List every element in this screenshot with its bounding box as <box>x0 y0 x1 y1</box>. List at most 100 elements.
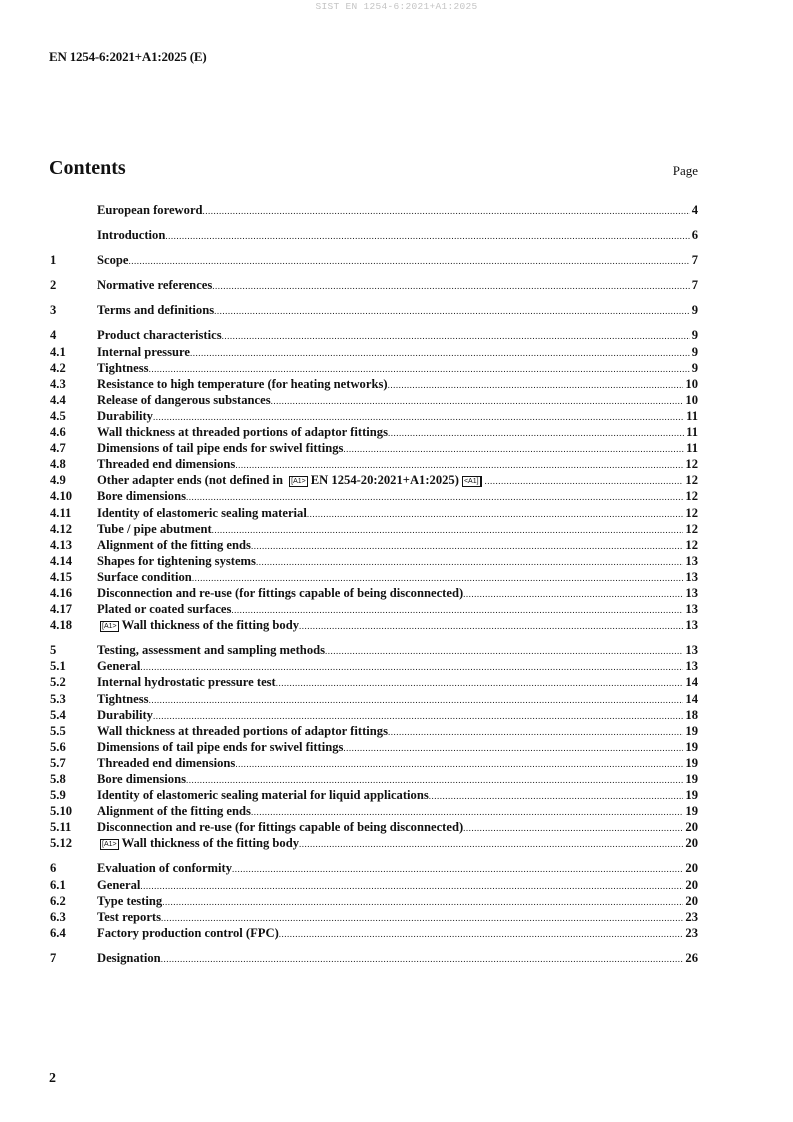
toc-entry[interactable]: 5.5 Wall thickness at threaded portions o… <box>50 723 698 739</box>
toc-entry-title: Disconnection and re-use (for fittings c… <box>97 819 463 835</box>
toc-entry-page: 18 <box>685 707 698 722</box>
toc-entry[interactable]: 1 Scope 7 <box>50 252 698 268</box>
toc-entry-number: 6.1 <box>50 877 66 892</box>
dot-leader <box>279 926 684 942</box>
toc-entry[interactable]: 4.6 Wall thickness at threaded portions o… <box>50 424 698 440</box>
toc-entry[interactable]: 4.3 Resistance to high temperature (for h… <box>50 376 698 392</box>
toc-entry[interactable]: Introduction 6 <box>50 227 698 243</box>
toc-entry[interactable]: 4.14 Shapes for tightening systems 13 <box>50 553 698 569</box>
toc-entry-title-text: Tightness <box>97 691 149 706</box>
toc-entry-page: 23 <box>685 909 698 924</box>
dot-leader <box>186 772 683 788</box>
toc-entry-number: 4.9 <box>50 473 66 488</box>
toc-entry-number: 4.14 <box>50 553 73 568</box>
toc-entry[interactable]: 6 Evaluation of conformity 20 <box>50 860 698 876</box>
toc-entry-title: Identity of elastomeric sealing material… <box>97 787 429 803</box>
toc-entry-title-text: Test reports <box>97 909 162 924</box>
toc-entry[interactable]: 5.1 General 13 <box>50 658 698 674</box>
toc-entry[interactable]: 4.11 Identity of elastomeric sealing mate… <box>50 505 698 521</box>
dot-leader <box>162 894 683 910</box>
toc-entry-title: Test reports <box>97 909 161 925</box>
dot-leader <box>222 328 690 344</box>
toc-entry-page: 12 <box>685 473 698 488</box>
toc-entry[interactable]: 5.2 Internal hydrostatic pressure test 14 <box>50 674 698 690</box>
toc-entry[interactable]: 6.4 Factory production control (FPC) 23 <box>50 925 698 941</box>
toc-entry-number: 4.11 <box>50 505 72 520</box>
toc-entry-number: 4.6 <box>50 425 66 440</box>
toc-entry[interactable]: 6.3 Test reports 23 <box>50 909 698 925</box>
toc-entry-number: 5.4 <box>50 707 66 722</box>
toc-entry[interactable]: 4.18 [A1> Wall thickness of the fitting bo… <box>50 617 698 633</box>
toc-entry-number: 6 <box>50 861 57 876</box>
toc-entry[interactable]: 5.7 Threaded end dimensions 19 <box>50 755 698 771</box>
toc-entry[interactable]: 4.8 Threaded end dimensions 12 <box>50 456 698 472</box>
toc-entry-title: Bore dimensions <box>97 771 186 787</box>
toc-entry[interactable]: 5.6 Dimensions of tail pipe ends for swiv… <box>50 739 698 755</box>
toc-entry[interactable]: 4.10 Bore dimensions 12 <box>50 488 698 504</box>
dot-leader <box>343 441 684 457</box>
toc-entry[interactable]: 3 Terms and definitions 9 <box>50 302 698 318</box>
toc-entry[interactable]: 4.4 Release of dangerous substances 10 <box>50 392 698 408</box>
toc-entry[interactable]: 2 Normative references 7 <box>50 277 698 293</box>
toc-entry-title: Internal hydrostatic pressure test <box>97 674 276 690</box>
toc-entry[interactable]: 5.8 Bore dimensions 19 <box>50 771 698 787</box>
toc-entry-number: 4.3 <box>50 376 66 391</box>
toc-entry[interactable]: European foreword 4 <box>50 202 698 218</box>
toc-entry-number: 5.9 <box>50 788 66 803</box>
table-of-contents: European foreword4 Introduction 6 1Scope7 2… <box>50 202 698 966</box>
toc-entry[interactable]: 5 Testing, assessment and sampling method… <box>50 642 698 658</box>
toc-entry[interactable]: 5.9 Identity of elastomeric sealing mater… <box>50 787 698 803</box>
toc-entry[interactable]: 4.17 Plated or coated surfaces 13 <box>50 601 698 617</box>
toc-entry[interactable]: 4.16 Disconnection and re-use (for fittin… <box>50 585 698 601</box>
toc-entry[interactable]: 4.2 Tightness 9 <box>50 360 698 376</box>
toc-entry[interactable]: 6.1 General 20 <box>50 877 698 893</box>
toc-entry-number: 4.7 <box>50 441 66 456</box>
toc-entry[interactable]: 4.15 Surface condition 13 <box>50 569 698 585</box>
toc-entry-title-text: Durability <box>97 707 153 722</box>
toc-entry-number: 6.2 <box>50 893 66 908</box>
toc-entry[interactable]: 4.9 Other adapter ends (not defined in [A… <box>50 472 698 488</box>
toc-entry[interactable]: 4.13 Alignment of the fitting ends 12 <box>50 537 698 553</box>
toc-entry-page: 7 <box>691 278 698 293</box>
toc-entry-title-text: Resistance to high temperature (for heat… <box>97 376 388 391</box>
toc-entry[interactable]: 6.2 Type testing 20 <box>50 893 698 909</box>
dot-leader <box>212 278 689 294</box>
amendment-start-marker-icon: [A1> <box>100 621 119 633</box>
toc-entry-title: Tube / pipe abutment <box>97 521 212 537</box>
toc-entry-title: Surface condition <box>97 569 192 585</box>
toc-entry-title-text: Release of dangerous substances <box>97 392 271 407</box>
dot-leader <box>388 425 684 441</box>
toc-entry-title-text: Alignment of the fitting ends <box>97 804 251 819</box>
toc-entry[interactable]: 4 Product characteristics 9 <box>50 327 698 343</box>
toc-entry[interactable]: 5.4 Durability 18 <box>50 707 698 723</box>
toc-entry-title-text: Wall thickness at threaded portions of a… <box>97 425 388 440</box>
toc-entry-page: 10 <box>685 392 698 407</box>
toc-entry-title: European foreword <box>97 202 203 218</box>
toc-entry[interactable]: 5.3 Tightness 14 <box>50 691 698 707</box>
toc-entry-title-text: Terms and definitions <box>97 303 215 318</box>
toc-entry-title: Factory production control (FPC) <box>97 925 279 941</box>
toc-entry[interactable]: 4.5 Durability 11 <box>50 408 698 424</box>
toc-entry[interactable]: 4.12 Tube / pipe abutment 12 <box>50 521 698 537</box>
toc-entry-title: Threaded end dimensions <box>97 755 235 771</box>
toc-entry[interactable]: 5.11 Disconnection and re-use (for fittin… <box>50 819 698 835</box>
toc-entry-title-text: European foreword <box>97 203 203 217</box>
toc-entry-title: Testing, assessment and sampling methods <box>97 642 325 658</box>
toc-entry-number: 5.8 <box>50 772 66 786</box>
toc-entry-title-text: Shapes for tightening systems <box>97 553 256 568</box>
toc-entry-title-text: Identity of elastomeric sealing material… <box>97 788 429 803</box>
toc-entry-title: Shapes for tightening systems <box>97 553 256 569</box>
toc-entry[interactable]: 5.12 [A1> Wall thickness of the fitting bo… <box>50 835 698 851</box>
toc-entry[interactable]: 7 Designation 26 <box>50 950 698 966</box>
toc-entry-page: 9 <box>691 360 698 375</box>
toc-entry[interactable]: 5.10 Alignment of the fitting ends 19 <box>50 803 698 819</box>
amendment-start-marker-icon: [A1> <box>289 476 308 488</box>
toc-entry-page: 13 <box>685 602 698 617</box>
toc-entry-title: Bore dimensions <box>97 488 186 504</box>
toc-entry[interactable]: 4.7 Dimensions of tail pipe ends for swiv… <box>50 440 698 456</box>
toc-entry-title-text: Wall thickness at threaded portions of a… <box>97 723 388 738</box>
toc-entry-number: 5.2 <box>50 675 66 690</box>
toc-entry-title: Alignment of the fitting ends <box>97 537 251 553</box>
toc-entry-number: 4.12 <box>50 521 73 536</box>
toc-entry[interactable]: 4.1 Internal pressure 9 <box>50 344 698 360</box>
